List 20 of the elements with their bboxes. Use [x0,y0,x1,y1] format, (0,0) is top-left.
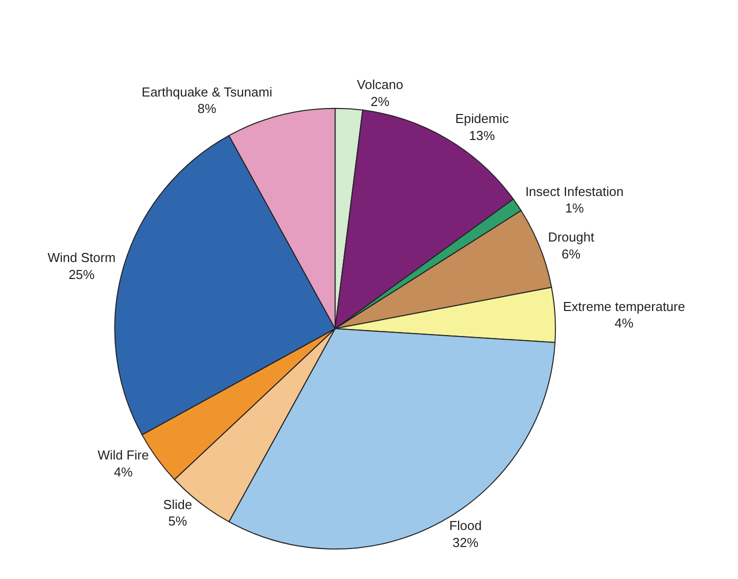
slice-label: Insect Infestation [525,184,624,199]
slice-label: Earthquake & Tsunami [142,84,272,100]
data-label: 2% [370,94,390,109]
data-label: 4% [114,464,134,480]
slice-label: Extreme temperature [562,298,686,314]
data-label: 5% [168,514,188,529]
slice-label: Flood [449,518,482,534]
slice-label: Drought [548,229,595,244]
data-label: 32% [452,534,479,550]
data-label: 8% [198,101,217,116]
slice-label: Volcano [356,76,404,92]
data-label: 6% [562,246,581,262]
slice-label: Epidemic [455,111,510,126]
slice-label: Slide [163,496,192,512]
data-label: 1% [565,200,584,216]
data-label: 13% [468,128,496,144]
data-label: 25% [68,266,96,282]
data-label: 4% [614,316,634,331]
slice-label: Wild Fire [98,448,149,463]
slice-label: Wind Storm [48,250,116,265]
